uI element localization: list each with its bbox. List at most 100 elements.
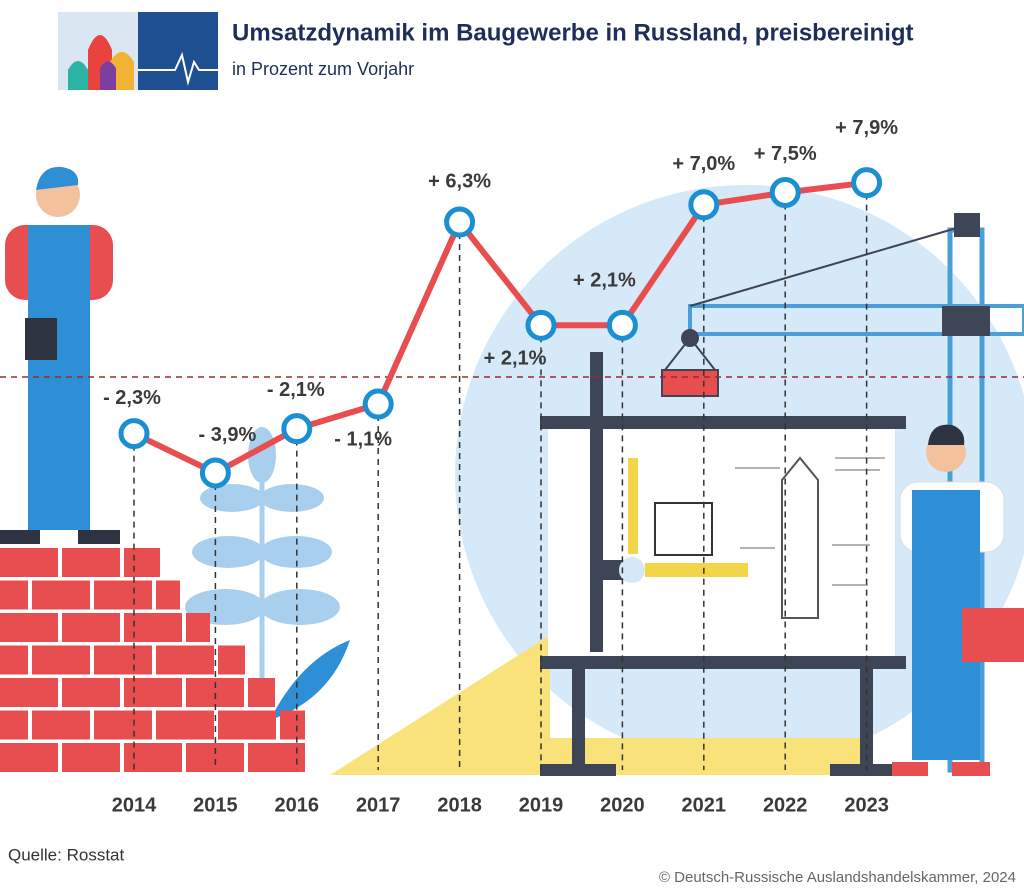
brick xyxy=(218,645,245,675)
brick xyxy=(0,548,58,577)
drafting-knob xyxy=(619,557,645,583)
crane-load xyxy=(661,369,719,397)
point-marker xyxy=(769,177,801,208)
logo-pulse xyxy=(138,51,218,86)
brick xyxy=(124,678,182,707)
value-label: + 2,1% xyxy=(573,270,636,292)
value-label: - 1,1% xyxy=(334,428,392,450)
leaf xyxy=(260,484,324,512)
x-tick-label: 2015 xyxy=(193,794,238,816)
brick xyxy=(0,580,28,610)
leaf xyxy=(260,589,340,625)
brick xyxy=(0,710,28,740)
brick xyxy=(124,548,160,577)
sketch-lines xyxy=(735,457,885,586)
copyright: © Deutsch-Russische Auslandshandelskamme… xyxy=(659,869,1016,886)
point-marker xyxy=(606,309,638,341)
crane-cable xyxy=(689,224,968,307)
x-tick-label: 2017 xyxy=(356,794,401,816)
board xyxy=(548,425,895,660)
brick xyxy=(186,743,244,772)
point-marker xyxy=(281,413,313,445)
brick xyxy=(32,580,90,610)
brick xyxy=(62,678,120,707)
point-marker xyxy=(851,167,883,199)
crane-cab xyxy=(942,306,990,336)
brick xyxy=(186,613,210,642)
building-sketch xyxy=(781,456,819,619)
leaf xyxy=(192,536,264,568)
leaf xyxy=(200,484,264,512)
x-tick-label: 2022 xyxy=(763,794,808,816)
point-marker xyxy=(688,189,720,221)
logo-dome xyxy=(68,61,88,90)
board-foot xyxy=(540,764,616,776)
board-foot xyxy=(830,764,906,776)
brick xyxy=(156,710,214,740)
x-tick-label: 2018 xyxy=(437,794,482,816)
worker-pouch xyxy=(25,318,57,360)
brick xyxy=(32,645,90,675)
logo-panel xyxy=(138,12,218,90)
brick xyxy=(0,613,58,642)
brick xyxy=(0,743,58,772)
brick-wall xyxy=(0,548,305,772)
drafting-arm xyxy=(590,352,603,652)
logo xyxy=(58,12,218,90)
value-label: - 3,9% xyxy=(198,424,256,446)
worker-cap xyxy=(36,166,79,190)
brick xyxy=(124,743,182,772)
ruler-h xyxy=(645,563,748,577)
value-label: + 2,1% xyxy=(484,348,547,370)
ruler xyxy=(410,738,865,775)
x-tick-label: 2020 xyxy=(600,794,645,816)
leaf-dark xyxy=(270,640,350,720)
source: Quelle: Rosstat xyxy=(8,845,124,864)
brick xyxy=(218,710,276,740)
brick xyxy=(156,645,214,675)
brick xyxy=(62,743,120,772)
brick xyxy=(156,580,180,610)
brick xyxy=(280,710,305,740)
brick xyxy=(248,743,305,772)
leaf xyxy=(260,536,332,568)
brick xyxy=(0,645,28,675)
brick xyxy=(62,613,120,642)
illustration xyxy=(0,166,1024,776)
brick xyxy=(32,710,90,740)
point-marker xyxy=(525,309,557,341)
crane-jib xyxy=(688,304,1024,336)
brick xyxy=(62,548,120,577)
worker-hair xyxy=(928,424,965,445)
board-leg xyxy=(860,669,873,769)
board-frame xyxy=(540,416,906,429)
point-marker xyxy=(444,206,476,238)
value-label: + 7,9% xyxy=(835,117,898,139)
ruler-v xyxy=(628,458,638,554)
value-label: - 2,3% xyxy=(103,387,161,409)
chart-subtitle: in Prozent zum Vorjahr xyxy=(232,59,414,79)
data-line xyxy=(132,179,867,476)
brick xyxy=(248,678,275,707)
brick xyxy=(94,580,152,610)
x-tick-label: 2021 xyxy=(682,794,727,816)
floor-plan xyxy=(654,502,713,556)
x-tick-label: 2019 xyxy=(519,794,564,816)
x-tick-label: 2016 xyxy=(275,794,320,816)
worker-shoe xyxy=(952,762,990,776)
plot: - 2,3% 2014 - 3,9% 2015 - 2,1% 2016 - 1,1% 2017… xyxy=(0,117,1024,816)
x-tick-label: 2014 xyxy=(112,794,157,816)
board-frame xyxy=(540,656,906,669)
value-label: + 7,0% xyxy=(672,153,735,175)
brick xyxy=(0,678,58,707)
worker-shoe xyxy=(0,530,40,544)
toolbox xyxy=(962,608,1024,662)
value-label: + 7,5% xyxy=(754,143,817,165)
value-label: - 2,1% xyxy=(267,379,325,401)
value-label: + 6,3% xyxy=(428,170,491,192)
point-marker xyxy=(118,418,150,450)
brick xyxy=(94,710,152,740)
worker-shoe xyxy=(78,530,120,544)
board-leg xyxy=(572,669,585,769)
